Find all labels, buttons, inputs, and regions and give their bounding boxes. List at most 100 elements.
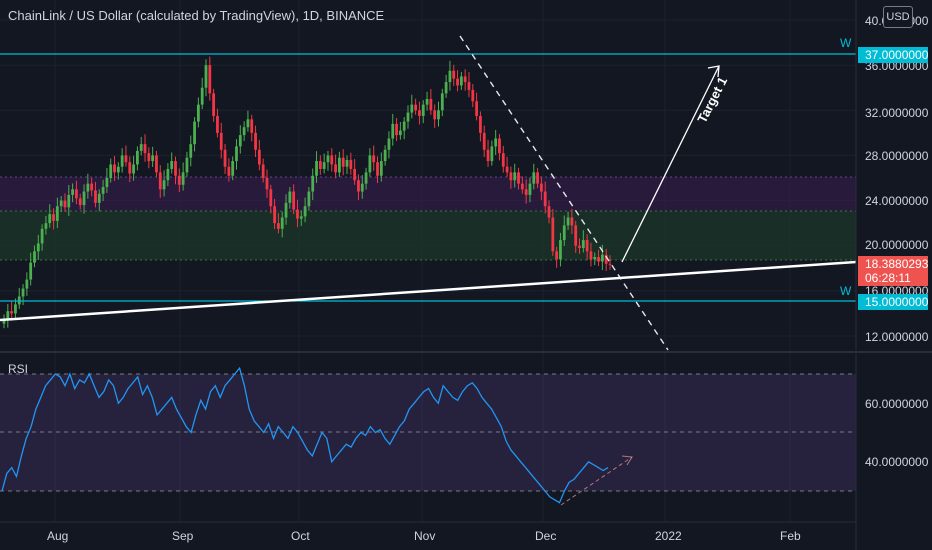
candle-body xyxy=(177,175,181,185)
candle-body xyxy=(242,127,246,136)
candle-body xyxy=(383,149,387,162)
candle-body xyxy=(223,149,227,167)
candle-body xyxy=(608,263,612,265)
candle-body xyxy=(471,89,475,102)
candle-body xyxy=(494,138,498,147)
demand-zone xyxy=(0,211,856,260)
x-tick-dec: Dec xyxy=(535,529,556,543)
candle-body xyxy=(555,251,559,260)
candle-body xyxy=(52,214,55,221)
x-tick-2022: 2022 xyxy=(655,529,682,543)
candle-body xyxy=(570,217,574,226)
candle-body xyxy=(589,251,593,260)
candle-body xyxy=(82,191,86,206)
candle-body xyxy=(162,180,166,190)
level-label-15: 15.0000000 xyxy=(865,295,929,309)
candle-body xyxy=(337,157,341,173)
candle-body xyxy=(341,157,345,167)
candle-body xyxy=(124,155,128,163)
candle-body xyxy=(63,200,67,208)
rsi-trend-arrow[interactable] xyxy=(560,456,633,506)
level-tag-w-bottom: W xyxy=(840,284,852,298)
level-label-37-bg xyxy=(858,47,928,63)
y-tick-24: 24.0000000 xyxy=(865,194,929,208)
candle-body xyxy=(238,135,242,147)
candle-body xyxy=(113,164,116,173)
candle-body xyxy=(269,189,273,207)
y-tick-32: 32.0000000 xyxy=(865,106,929,120)
supply-zone xyxy=(0,177,856,211)
candle-body xyxy=(562,225,566,241)
candle-body xyxy=(21,288,25,297)
candle-body xyxy=(585,240,589,252)
candle-body xyxy=(116,166,120,173)
level-label-37: 37.0000000 xyxy=(865,48,929,62)
x-tick-aug: Aug xyxy=(47,529,68,543)
candle-body xyxy=(391,123,395,139)
target-arrow[interactable] xyxy=(621,65,720,263)
time-axis[interactable]: Aug Sep Oct Nov Dec 2022 Feb xyxy=(47,529,801,543)
candle-body xyxy=(433,110,437,120)
candle-body xyxy=(353,168,357,181)
candle-body xyxy=(231,161,235,176)
candle-body xyxy=(322,162,326,169)
candle-body xyxy=(25,279,29,289)
candle-body xyxy=(406,112,410,122)
candle-body xyxy=(86,183,90,192)
candle-body xyxy=(193,121,196,145)
candle-body xyxy=(219,132,223,150)
candle-body xyxy=(90,183,94,191)
rsi-line xyxy=(1,366,609,504)
candle-body xyxy=(334,164,337,173)
currency-selector[interactable]: USD xyxy=(883,6,913,28)
candle-body xyxy=(528,183,532,195)
price-label-bg xyxy=(858,256,928,286)
rsi-y-tick-40: 40.0000000 xyxy=(865,455,929,469)
x-tick-sep: Sep xyxy=(172,529,194,543)
candle-body xyxy=(524,189,528,195)
candle-body xyxy=(437,110,440,120)
candle-body xyxy=(517,172,520,184)
candle-body xyxy=(185,157,189,173)
candle-body xyxy=(307,191,311,207)
candle-body xyxy=(547,206,551,218)
y-tick-28: 28.0000000 xyxy=(865,149,929,163)
candle-body xyxy=(509,172,513,181)
target-arrowhead-icon xyxy=(707,65,720,78)
candle-body xyxy=(368,155,372,173)
candle-body xyxy=(456,78,459,86)
candle-body xyxy=(387,138,391,150)
x-tick-feb: Feb xyxy=(780,529,801,543)
descending-trendline[interactable] xyxy=(459,35,669,351)
candle-body xyxy=(97,193,101,203)
rsi-trend-arrowhead-icon xyxy=(621,455,633,466)
candle-body xyxy=(29,262,33,280)
price-axis[interactable]: 40.0000000 36.0000000 32.0000000 28.0000… xyxy=(858,14,929,469)
candle-body xyxy=(128,162,132,174)
candle-body xyxy=(311,175,315,192)
candle-body xyxy=(376,162,379,176)
candle-body xyxy=(147,153,151,162)
candle-body xyxy=(326,155,330,163)
candle-body xyxy=(208,65,212,94)
candle-body xyxy=(105,178,109,188)
candle-body xyxy=(581,240,585,248)
candle-body xyxy=(10,311,14,314)
candle-body xyxy=(227,166,231,176)
candle-body xyxy=(440,93,444,111)
candle-body xyxy=(467,82,471,90)
rising-trendline[interactable] xyxy=(0,260,857,322)
candle-body xyxy=(288,191,292,203)
candle-body xyxy=(421,104,425,116)
candle-body xyxy=(273,206,277,224)
candle-body xyxy=(597,257,600,262)
candle-body xyxy=(2,319,6,324)
candle-body xyxy=(44,223,48,229)
candle-body xyxy=(498,138,501,154)
candle-body xyxy=(132,164,135,174)
candle-body xyxy=(59,200,63,207)
candle-body xyxy=(143,144,147,154)
candle-body xyxy=(593,257,597,260)
